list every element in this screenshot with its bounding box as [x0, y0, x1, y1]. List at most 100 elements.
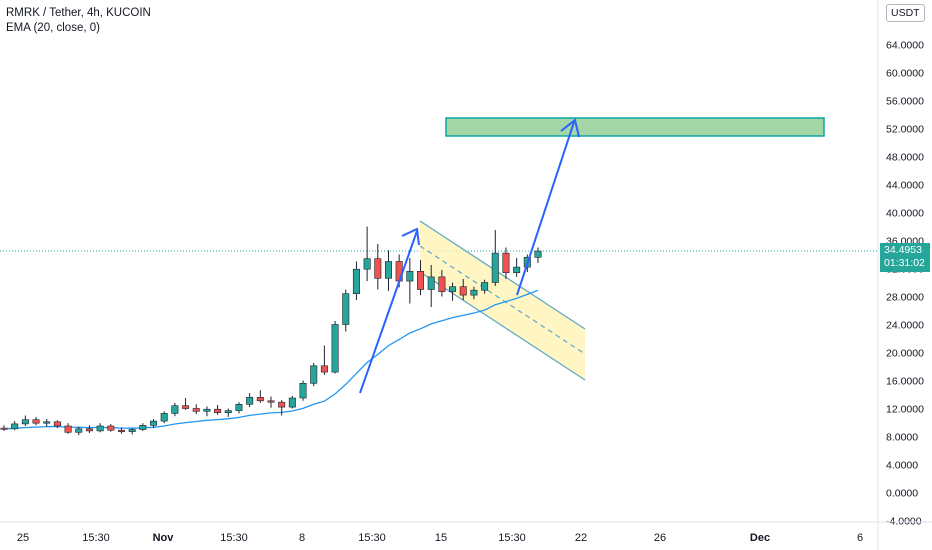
currency-badge[interactable]: USDT — [886, 4, 925, 22]
bullish-candle — [171, 402, 179, 417]
x-tick-label: 26 — [654, 532, 666, 544]
chart-legend: RMRK / Tether, 4h, KUCOIN EMA (20, close… — [6, 6, 151, 36]
candle-body — [150, 420, 158, 426]
bullish-candle — [342, 289, 350, 332]
bullish-candle — [481, 279, 489, 294]
candle-body — [363, 258, 371, 270]
y-tick-label: 56.0000 — [886, 96, 924, 108]
candle-body — [43, 421, 51, 424]
candle-body — [491, 252, 499, 283]
y-tick-label: 48.0000 — [886, 152, 924, 164]
symbol-title: RMRK / Tether, 4h, KUCOIN — [6, 7, 151, 19]
bullish-candle — [139, 423, 147, 431]
bullish-candle — [203, 406, 211, 417]
bearish-candle — [32, 416, 40, 426]
ema-line — [3, 289, 539, 430]
flag-channel — [420, 221, 585, 380]
candle-body — [481, 282, 489, 291]
last-price-tag: 34.4953 01:31:02 — [880, 243, 930, 272]
bullish-candle — [449, 282, 457, 301]
candle-body — [449, 286, 457, 292]
bullish-candle — [363, 226, 371, 282]
y-tick-label: 4.0000 — [886, 460, 918, 472]
bearish-candle — [85, 425, 93, 433]
x-tick-label: Nov — [153, 532, 175, 544]
bullish-candle — [491, 230, 499, 286]
target-arrowhead — [560, 118, 580, 138]
bearish-candle — [459, 279, 467, 300]
ema-layer — [3, 289, 539, 430]
candle-body — [214, 408, 222, 414]
x-tick-label: 15 — [435, 532, 447, 544]
candle-body — [331, 324, 339, 373]
candle-body — [384, 261, 392, 279]
candle-body — [85, 428, 93, 432]
bearish-candle — [374, 244, 382, 290]
y-tick-label: 28.0000 — [886, 292, 924, 304]
candle-body — [299, 382, 307, 399]
candle-body — [256, 396, 264, 402]
bearish-candle — [117, 427, 125, 434]
x-tick-label: 15:30 — [220, 532, 248, 544]
channel-mid-line — [419, 245, 586, 355]
channel-lower-line — [419, 271, 586, 381]
bullish-candle — [513, 258, 521, 277]
candle-body — [438, 276, 446, 292]
candle-body — [459, 286, 467, 296]
bullish-candle — [352, 261, 360, 300]
bullish-candle — [246, 393, 254, 408]
candle-body — [182, 405, 190, 409]
bullish-candle — [427, 265, 435, 307]
y-tick-label: 20.0000 — [886, 348, 924, 360]
y-tick-label: 8.0000 — [886, 432, 918, 444]
y-tick-label: 64.0000 — [886, 40, 924, 52]
y-tick-label: 12.0000 — [886, 404, 924, 416]
bearish-candle — [438, 269, 446, 297]
x-tick-label: 15:30 — [82, 532, 110, 544]
bearish-candle — [214, 405, 222, 415]
candle-body — [192, 408, 200, 412]
candle-body — [513, 266, 521, 274]
bearish-candle — [53, 420, 61, 429]
candle-body — [235, 403, 243, 411]
y-tick-label: 16.0000 — [886, 376, 924, 388]
target-zone — [445, 117, 825, 137]
candle-body — [64, 425, 72, 433]
bearish-candle — [64, 423, 72, 434]
bearish-candle — [0, 425, 8, 431]
candle-body — [21, 419, 29, 425]
bullish-candle — [406, 258, 414, 304]
bullish-candle — [299, 380, 307, 401]
y-tick-label: 24.0000 — [886, 320, 924, 332]
bullish-candle — [235, 402, 243, 414]
y-tick-label: 44.0000 — [886, 180, 924, 192]
candles — [0, 226, 542, 436]
candle-body — [342, 293, 350, 325]
bullish-candle — [331, 321, 339, 374]
bullish-candle — [150, 419, 158, 429]
y-tick-label: 40.0000 — [886, 208, 924, 220]
price-axis: -4.00000.00004.00008.000012.000016.00002… — [877, 0, 924, 550]
x-tick-label: 15:30 — [358, 532, 386, 544]
candle-body — [374, 258, 382, 279]
target-arrow — [516, 121, 575, 296]
drawings — [419, 117, 825, 381]
candle-body — [53, 421, 61, 427]
bullish-candle — [43, 419, 51, 427]
bullish-candle — [96, 423, 104, 433]
x-tick-label: 15:30 — [498, 532, 526, 544]
candle-body — [0, 427, 8, 430]
bearish-candle — [256, 390, 264, 403]
candle-body — [117, 429, 125, 432]
candle-body — [534, 250, 542, 258]
y-tick-label: 60.0000 — [886, 68, 924, 80]
bearish-candle — [417, 260, 425, 296]
impulse-arrowhead — [401, 227, 420, 246]
arrows — [359, 118, 580, 394]
bullish-candle — [128, 428, 136, 435]
bullish-candle — [534, 247, 542, 263]
impulse-arrow — [359, 230, 418, 394]
bullish-candle — [288, 395, 296, 409]
